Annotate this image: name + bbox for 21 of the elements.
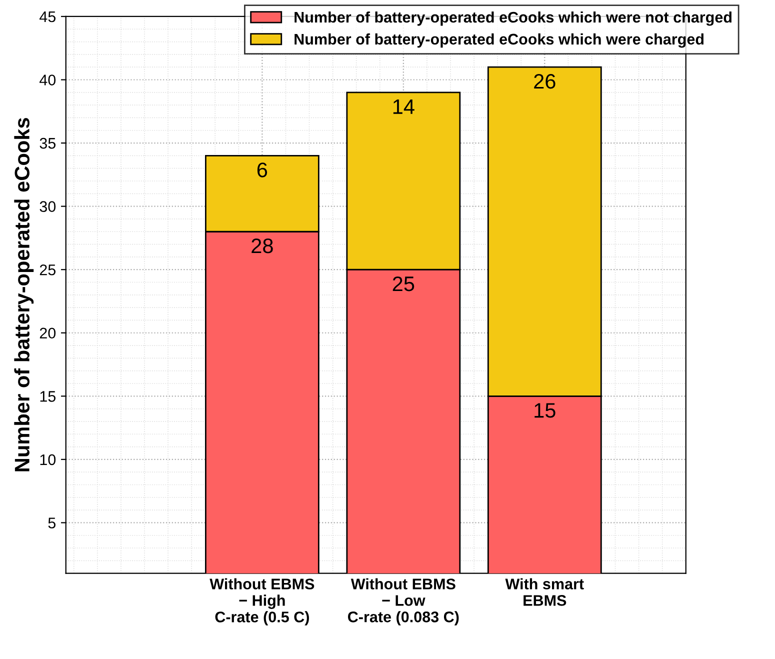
y-tick-label: 10 — [40, 454, 56, 466]
legend-label: Number of battery-operated eCooks which were charged — [294, 33, 704, 48]
y-tick-label: 15 — [40, 391, 56, 402]
y-tick-label: 30 — [40, 201, 56, 212]
data-label: 14 — [393, 100, 414, 114]
y-tick-label: 20 — [40, 328, 56, 339]
y-tick-label: 5 — [48, 518, 56, 528]
y-tick-label: 45 — [40, 12, 56, 22]
data-label: 6 — [257, 162, 268, 178]
y-axis-title: Number of battery-operated eCooks — [14, 118, 34, 472]
data-label: 25 — [392, 276, 414, 292]
y-tick-label: 40 — [40, 74, 56, 86]
x-tick-label: With smart EBMS — [505, 578, 584, 606]
y-tick-label: 25 — [40, 264, 56, 276]
data-label: 15 — [534, 403, 556, 418]
x-tick-label: Without EBMS − Low C-rate (0.083 C) — [348, 578, 459, 626]
data-label: 28 — [252, 238, 273, 254]
x-tick-label: Without EBMS − High C-rate (0.5 C) — [210, 578, 314, 626]
y-tick-label: 35 — [40, 138, 56, 149]
legend-label: Number of battery-operated eCooks which were not charged — [294, 11, 732, 26]
data-label: 26 — [534, 74, 556, 89]
